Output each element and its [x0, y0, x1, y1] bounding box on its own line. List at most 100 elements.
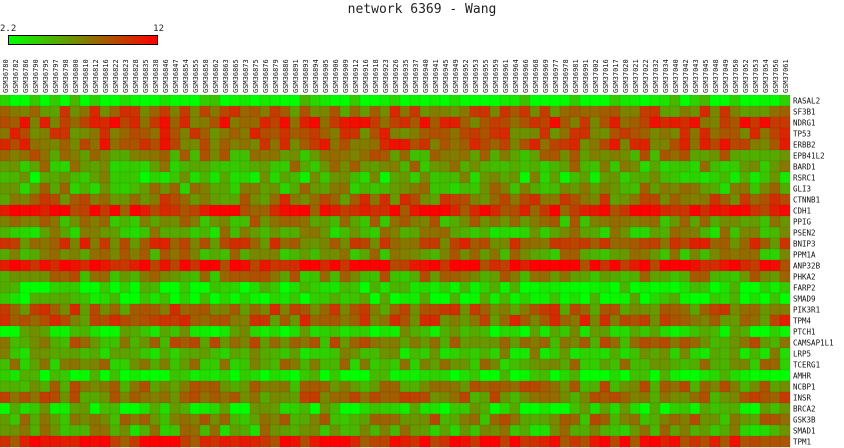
heatmap-cell	[149, 204, 161, 217]
heatmap-cell	[459, 380, 471, 393]
column-label: GSM36876	[262, 59, 270, 93]
heatmap-cell	[39, 160, 51, 173]
heatmap-cell	[149, 171, 161, 184]
heatmap-cell	[449, 336, 461, 349]
heatmap-cell	[29, 391, 41, 404]
heatmap-cell	[189, 182, 201, 195]
heatmap-cell	[609, 182, 621, 195]
heatmap-cell	[639, 116, 651, 129]
heatmap-cell	[229, 171, 241, 184]
heatmap-cell	[219, 226, 231, 239]
heatmap-cell	[479, 105, 491, 118]
column-label: GSM36823	[122, 59, 130, 93]
heatmap-cell	[19, 171, 31, 184]
heatmap-cell	[289, 237, 301, 250]
heatmap-cell	[9, 325, 21, 338]
heatmap-cell	[139, 325, 151, 338]
heatmap-cell	[179, 281, 191, 294]
heatmap-cell	[679, 215, 691, 228]
heatmap-cell	[409, 270, 421, 283]
heatmap-cell	[369, 116, 381, 129]
heatmap-cell	[599, 347, 611, 360]
heatmap-cell	[679, 380, 691, 393]
heatmap-cell	[409, 237, 421, 250]
heatmap-cell	[539, 380, 551, 393]
heatmap-cell	[569, 182, 581, 195]
heatmap-cell	[749, 149, 761, 162]
heatmap-cell	[699, 424, 711, 437]
heatmap-cell	[359, 391, 371, 404]
heatmap-cell	[529, 138, 541, 151]
heatmap-cell	[409, 325, 421, 338]
heatmap-cell	[139, 270, 151, 283]
heatmap-cell	[689, 358, 701, 371]
heatmap-cell	[629, 160, 641, 173]
heatmap-cell	[689, 138, 701, 151]
heatmap-cell	[79, 226, 91, 239]
heatmap-cell	[519, 171, 531, 184]
heatmap-cell	[329, 314, 341, 327]
column-label: GSM36873	[242, 59, 250, 93]
heatmap-cell	[499, 182, 511, 195]
heatmap-cell	[189, 303, 201, 316]
heatmap-cell	[39, 215, 51, 228]
heatmap-cell	[529, 369, 541, 382]
heatmap-cell	[259, 325, 271, 338]
heatmap-cell	[249, 435, 261, 448]
heatmap-cell	[249, 413, 261, 426]
heatmap-cell	[539, 193, 551, 206]
heatmap-cell	[69, 380, 81, 393]
heatmap-cell	[59, 149, 71, 162]
heatmap-cell	[199, 226, 211, 239]
heatmap-cell	[89, 369, 101, 382]
heatmap-cell	[229, 160, 241, 173]
heatmap-cell	[679, 237, 691, 250]
heatmap-cell	[749, 336, 761, 349]
heatmap-cell	[339, 435, 351, 448]
heatmap-cell	[139, 424, 151, 437]
heatmap-cell	[559, 171, 571, 184]
heatmap-cell	[589, 259, 601, 272]
column-label: GSM36923	[382, 59, 390, 93]
heatmap-cell	[599, 303, 611, 316]
heatmap-cell	[709, 314, 721, 327]
heatmap-cell	[659, 215, 671, 228]
heatmap-cell	[649, 435, 661, 448]
column-label: GSM36906	[332, 59, 340, 93]
heatmap-cell	[419, 127, 431, 140]
heatmap-cell	[649, 160, 661, 173]
heatmap-cell	[29, 347, 41, 360]
heatmap-cell	[739, 391, 751, 404]
heatmap-cell	[459, 138, 471, 151]
heatmap-cell	[759, 336, 771, 349]
heatmap-cell	[329, 226, 341, 239]
heatmap-cell	[29, 193, 41, 206]
heatmap-cell	[549, 248, 561, 261]
heatmap-cell	[359, 413, 371, 426]
heatmap-cell	[589, 380, 601, 393]
heatmap-cell	[709, 127, 721, 140]
heatmap-cell	[499, 303, 511, 316]
heatmap-cell	[599, 149, 611, 162]
heatmap-cell	[519, 435, 531, 448]
heatmap-cell	[649, 105, 661, 118]
heatmap-cell	[119, 149, 131, 162]
heatmap-cell	[769, 270, 781, 283]
heatmap-cell	[289, 149, 301, 162]
heatmap-cell	[569, 226, 581, 239]
heatmap-cell	[279, 237, 291, 250]
heatmap-cell	[489, 94, 501, 107]
heatmap-cell	[589, 435, 601, 448]
heatmap-cell	[659, 226, 671, 239]
heatmap-cell	[29, 281, 41, 294]
heatmap-cell	[779, 248, 791, 261]
heatmap-cell	[569, 380, 581, 393]
row-label: BARD1	[793, 163, 816, 172]
heatmap-cell	[359, 402, 371, 415]
heatmap-cell	[299, 369, 311, 382]
heatmap-cell	[99, 138, 111, 151]
heatmap-cell	[259, 127, 271, 140]
heatmap-cell	[609, 402, 621, 415]
heatmap-cell	[719, 160, 731, 173]
heatmap-cell	[509, 226, 521, 239]
